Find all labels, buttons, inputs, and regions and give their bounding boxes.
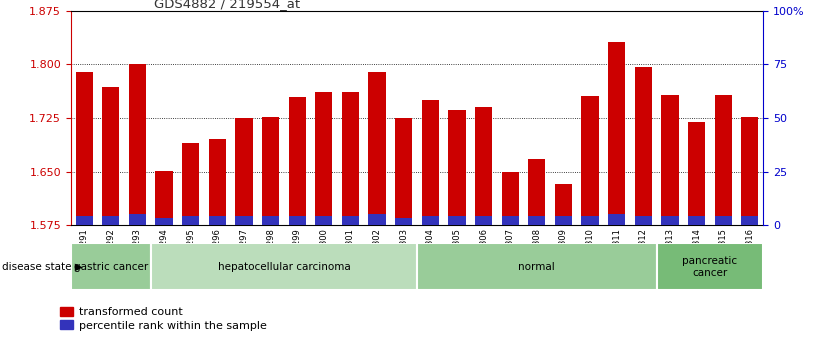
Bar [342,91,359,225]
Bar [635,216,652,225]
Bar [235,118,253,225]
Bar [155,217,173,225]
Text: normal: normal [519,262,555,272]
Text: hepatocellular carcinoma: hepatocellular carcinoma [218,262,350,272]
Bar [501,216,519,225]
Bar [581,216,599,225]
Bar [395,217,412,225]
Bar [289,216,306,225]
Bar [71,243,151,290]
Bar [151,243,417,290]
Bar [182,216,199,225]
Bar [128,214,146,225]
Bar [103,87,119,225]
Bar [235,216,253,225]
Bar [741,216,758,225]
Bar [76,216,93,225]
Bar [208,216,226,225]
Bar [422,216,439,225]
Bar [688,216,706,225]
Bar [688,122,706,225]
Bar [449,110,465,225]
Text: pancreatic
cancer: pancreatic cancer [682,256,737,278]
Bar [449,216,465,225]
Bar [262,216,279,225]
Bar [262,117,279,225]
Bar [501,171,519,225]
Bar [555,184,572,225]
Bar [656,243,763,290]
Bar [555,216,572,225]
Bar [608,42,626,225]
Bar [208,139,226,225]
Legend: transformed count, percentile rank within the sample: transformed count, percentile rank withi… [60,307,267,331]
Bar [76,72,93,225]
Bar [369,214,385,225]
Text: disease state ▶: disease state ▶ [2,262,83,272]
Bar [475,216,492,225]
Bar [528,216,545,225]
Bar [635,67,652,225]
Bar [289,97,306,225]
Bar [417,243,656,290]
Bar [422,100,439,225]
Bar [395,118,412,225]
Bar [155,171,173,225]
Text: GDS4882 / 219554_at: GDS4882 / 219554_at [154,0,300,10]
Bar [315,91,333,225]
Bar [715,95,731,225]
Bar [528,159,545,225]
Bar [661,216,679,225]
Bar [608,214,626,225]
Text: gastric cancer: gastric cancer [73,262,148,272]
Bar [715,216,731,225]
Bar [103,216,119,225]
Bar [369,72,385,225]
Bar [741,117,758,225]
Bar [475,107,492,225]
Bar [182,143,199,225]
Bar [128,64,146,225]
Bar [661,95,679,225]
Bar [315,216,333,225]
Bar [581,96,599,225]
Bar [342,216,359,225]
